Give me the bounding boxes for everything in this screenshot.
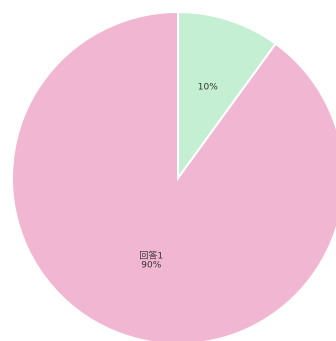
pie-slice-label: 90% <box>141 261 161 271</box>
pie-slice-10-percent <box>177 10 277 182</box>
pie-slice-label: 回答1 <box>139 250 163 262</box>
pie-slice-回答1 <box>11 10 336 341</box>
pie-slice-label: 10% <box>198 82 218 92</box>
